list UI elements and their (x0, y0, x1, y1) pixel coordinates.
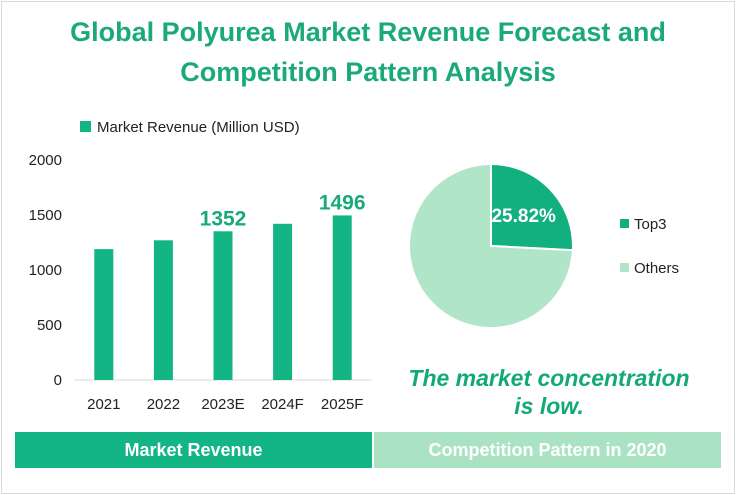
pie-slice-others (408, 162, 574, 329)
bar-2021 (94, 249, 114, 380)
pie-slice-top3 (490, 162, 574, 252)
legend-label-market-revenue: Market Revenue (Million USD) (97, 119, 300, 136)
y-tick-label: 0 (54, 372, 62, 389)
data-label-2023E: 1352 (200, 207, 247, 230)
bar-2022 (153, 240, 173, 380)
title-line-1: Global Polyurea Market Revenue Forecast … (70, 17, 666, 47)
x-tick-label: 2024F (261, 396, 304, 413)
legend-swatch-others (620, 263, 629, 272)
pie-label-top3: 25.82% (491, 206, 556, 227)
title-line-2: Competition Pattern Analysis (180, 57, 556, 87)
bar-2023E (213, 231, 233, 380)
legend-swatch-market-revenue (80, 121, 91, 132)
legend-swatch-top3 (620, 219, 629, 228)
bar-2025F (332, 215, 352, 380)
conclusion-line-1: The market concentration (408, 365, 690, 391)
x-tick-label: 2022 (147, 396, 180, 413)
conclusion-text: The market concentration is low. (376, 364, 722, 420)
x-tick-label: 2021 (87, 396, 120, 413)
y-tick-label: 2000 (29, 152, 62, 169)
bar-2024F (273, 223, 293, 380)
y-tick-label: 1500 (29, 207, 62, 224)
legend-label-top3: Top3 (634, 216, 667, 233)
y-tick-label: 500 (37, 317, 62, 334)
x-tick-label: 2023E (201, 396, 244, 413)
legend-label-others: Others (634, 260, 679, 277)
conclusion-line-2: is low. (514, 393, 584, 419)
chart-title: Global Polyurea Market Revenue Forecast … (0, 12, 736, 92)
x-tick-label: 2025F (321, 396, 364, 413)
y-tick-label: 1000 (29, 262, 62, 279)
footer-competition-pattern: Competition Pattern in 2020 (374, 432, 721, 468)
data-label-2025F: 1496 (319, 191, 366, 214)
footer-market-revenue: Market Revenue (15, 432, 372, 468)
